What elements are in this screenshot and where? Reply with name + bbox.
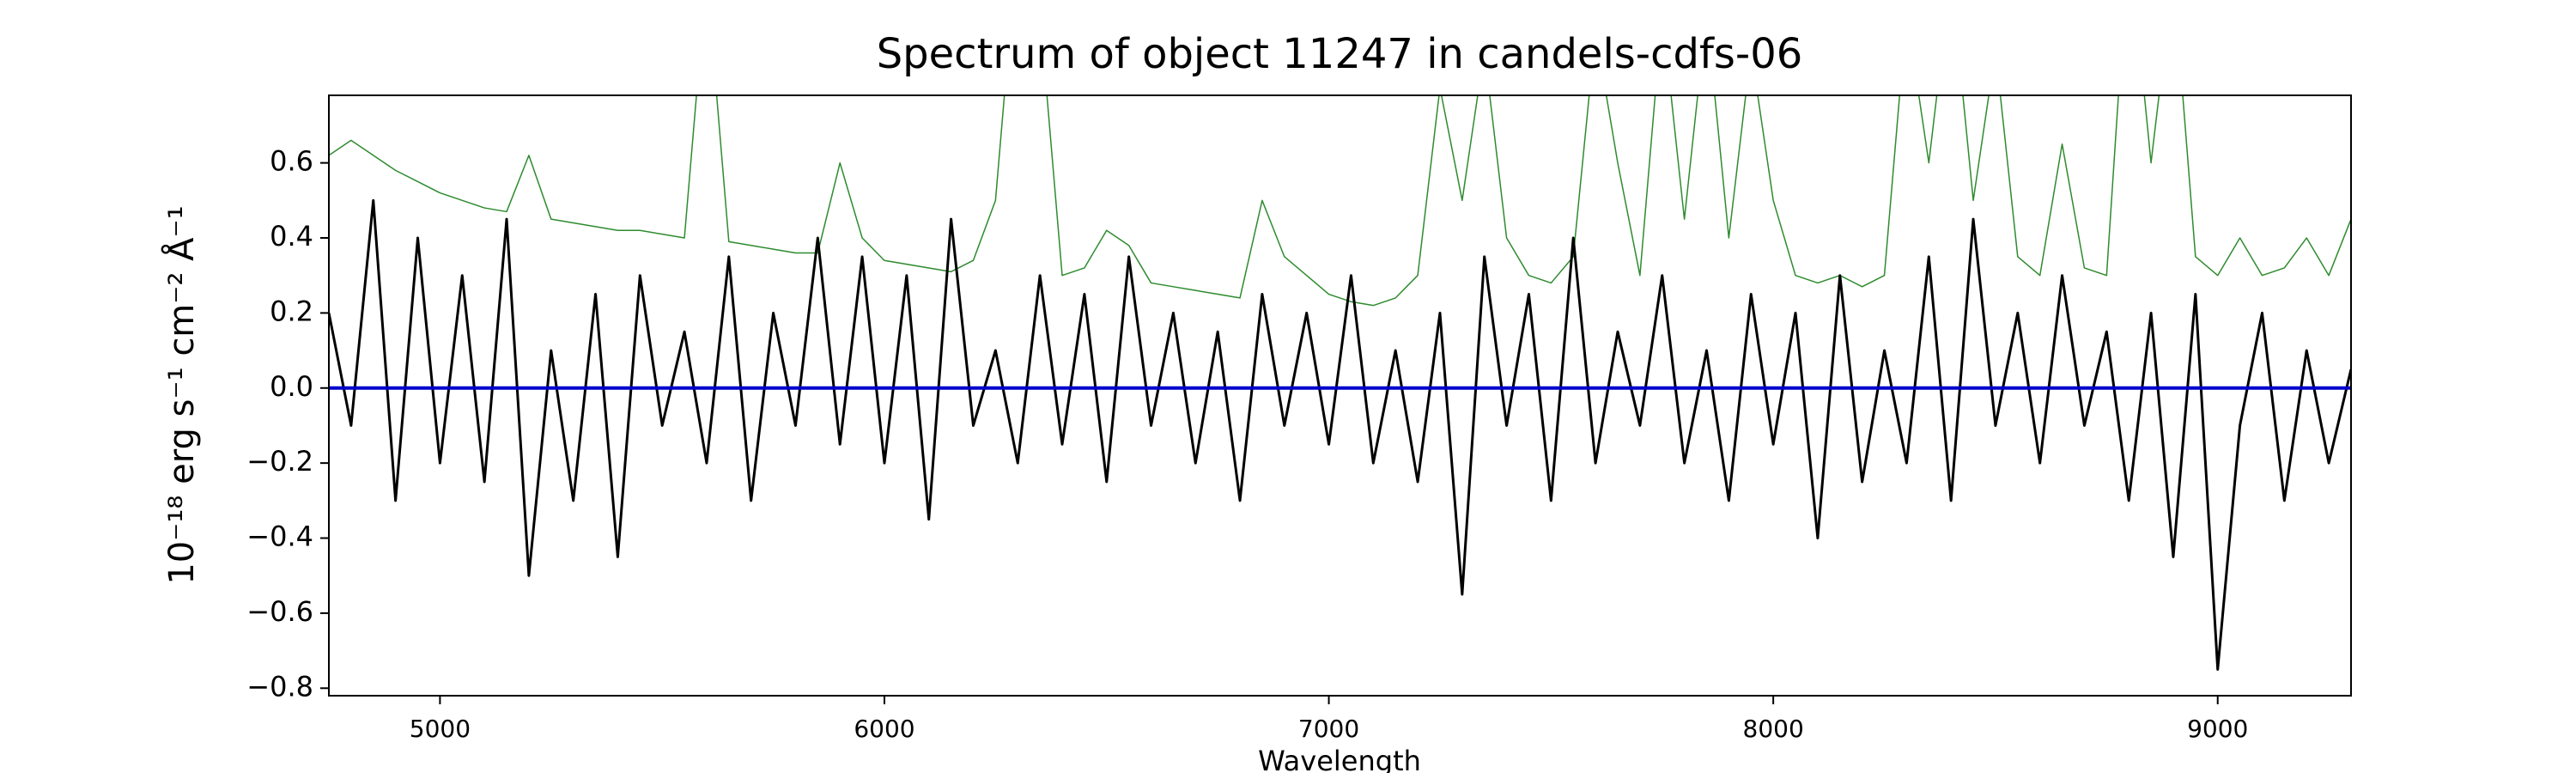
y-tick-label: −0.8 xyxy=(246,670,313,703)
y-tick-label: 0.4 xyxy=(270,220,313,253)
x-tick-label: 9000 xyxy=(2187,715,2248,743)
y-tick-label: −0.4 xyxy=(246,520,313,553)
y-tick-label: 0.2 xyxy=(270,295,313,327)
x-tick-label: 8000 xyxy=(1743,715,1804,743)
series-line xyxy=(329,198,2351,671)
y-tick-label: 0.6 xyxy=(270,145,313,178)
x-tick-label: 5000 xyxy=(410,715,471,743)
plot-frame xyxy=(328,94,2352,697)
chart-title: Spectrum of object 11247 in candels-cdfs… xyxy=(877,30,1803,78)
x-axis-label: Wavelength xyxy=(1258,745,1421,773)
series-line xyxy=(329,95,2351,307)
y-tick-label: −0.2 xyxy=(246,445,313,478)
y-axis-label: 10⁻¹⁸ erg s⁻¹ cm⁻² Å⁻¹ xyxy=(161,205,202,584)
y-tick-label: −0.6 xyxy=(246,595,313,628)
x-tick-label: 7000 xyxy=(1298,715,1359,743)
plot-area xyxy=(329,95,2351,671)
x-tick-label: 6000 xyxy=(854,715,914,743)
y-tick-label: 0.0 xyxy=(270,370,313,403)
